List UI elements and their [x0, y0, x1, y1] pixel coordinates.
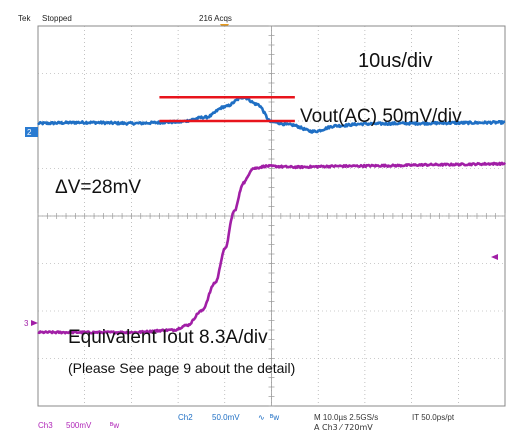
iout-trace	[37, 161, 507, 335]
delta-v-markers	[159, 96, 295, 123]
detail-note: (Please See page 9 about the detail)	[68, 360, 295, 376]
acq-state: Stopped	[42, 14, 72, 23]
interp-readout: IT 50.0ps/pt	[412, 413, 455, 422]
ch3-marker-label: 3	[24, 319, 29, 328]
trigger-readout: A Ch3 ⁄ 720mV	[314, 423, 373, 432]
ch3-bw-icon: ᴮw	[110, 421, 119, 430]
acq-count: 216 Acqs	[199, 14, 232, 23]
ch2-label: Ch2	[178, 413, 193, 422]
ch3-scale: 500mV	[66, 421, 92, 430]
ch2-scale: 50.0mV	[212, 413, 240, 422]
iout-scale-annotation: Equivalent Iout 8.3A/div	[68, 327, 268, 348]
trigger-level-marker	[491, 254, 498, 260]
delta-v-annotation: ΔV=28mV	[55, 177, 141, 198]
ch3-marker: 3	[24, 319, 38, 328]
ch3-label: Ch3	[38, 421, 53, 430]
timebase-annotation: 10us/div	[358, 50, 433, 72]
ch2-bw-icon: ᴮw	[270, 413, 279, 422]
vout-scale-annotation: Vout(AC) 50mV/div	[300, 106, 462, 127]
ch2-coupling-icon: ∿	[258, 413, 265, 422]
horizontal-readout: M 10.0µs 2.5GS/s	[314, 413, 378, 422]
ch2-marker-label: 2	[27, 128, 32, 137]
brand-label: Tek	[18, 14, 31, 23]
graticule-grid	[37, 25, 506, 407]
ch2-marker: 2	[25, 127, 38, 137]
